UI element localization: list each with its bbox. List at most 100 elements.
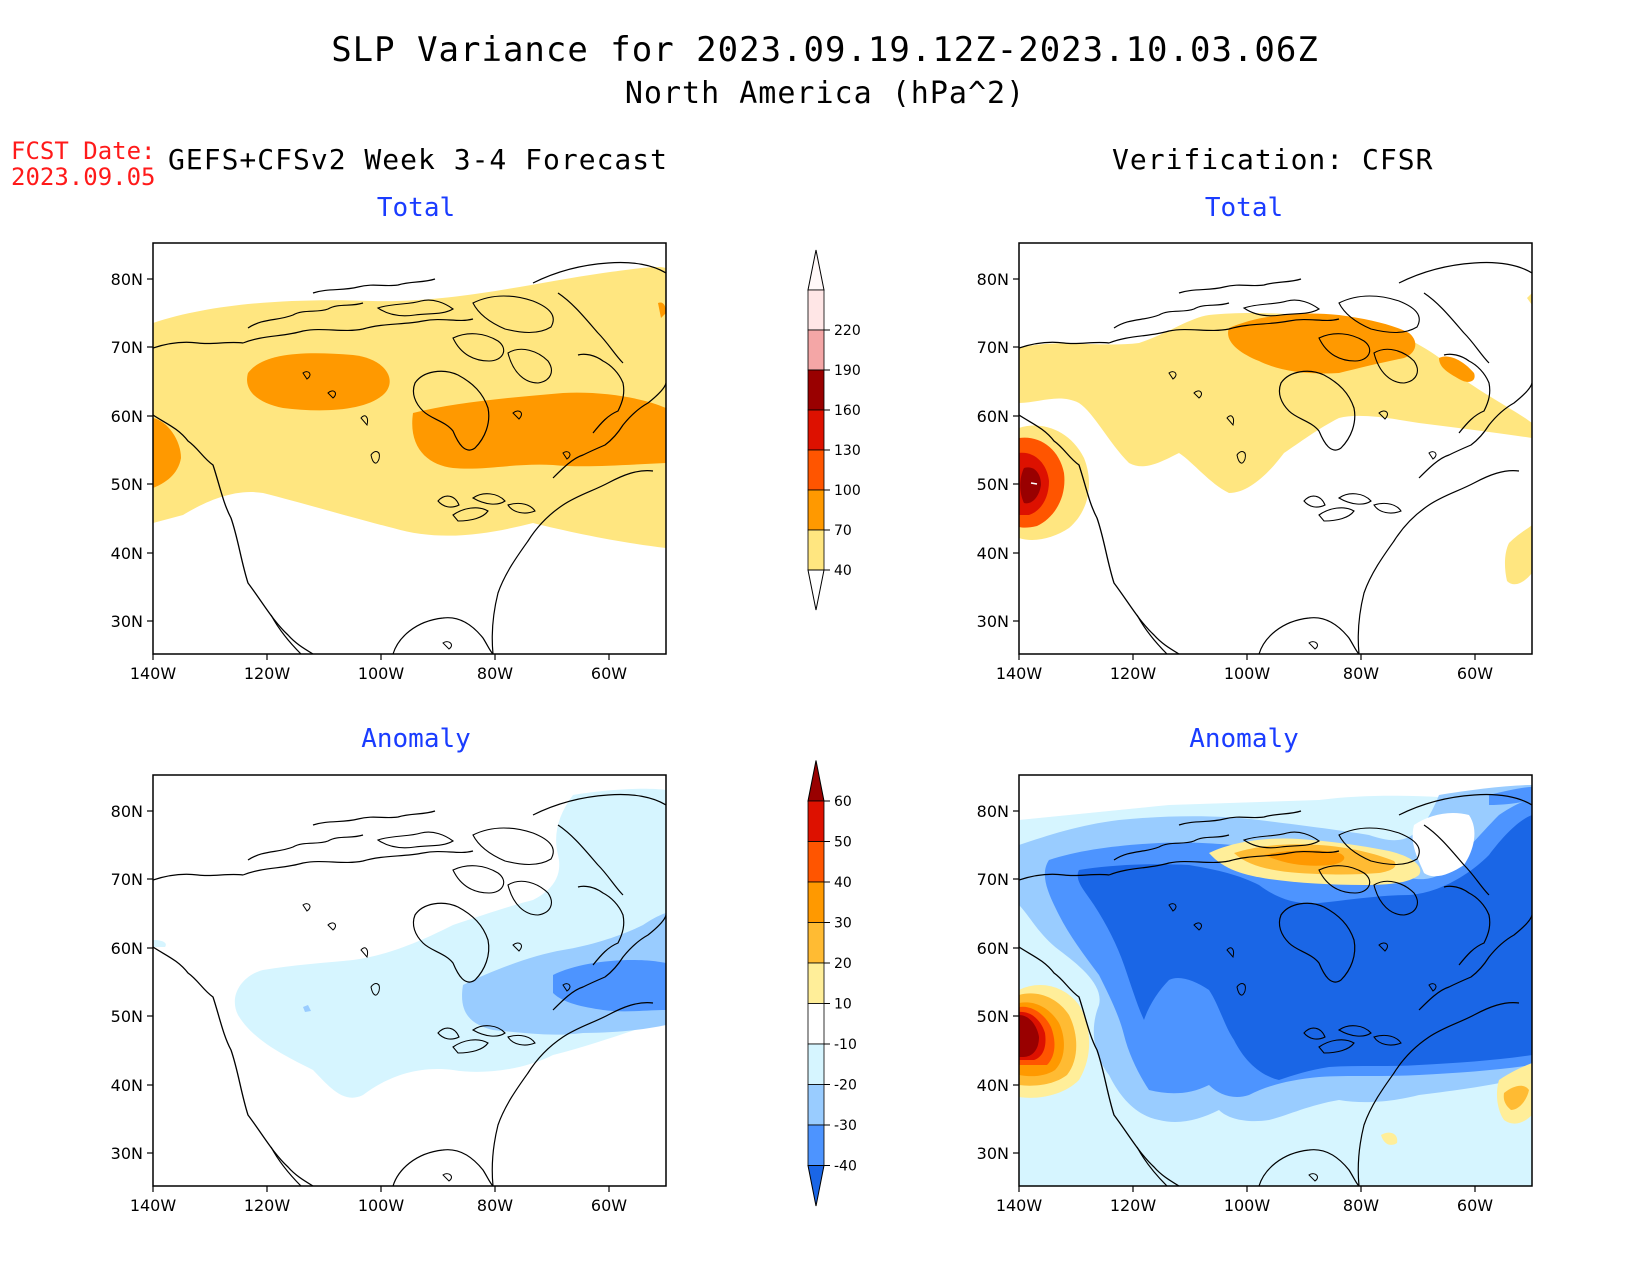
lat-tick-label: 70N bbox=[111, 338, 143, 357]
colorbar-level-label: 20 bbox=[834, 956, 852, 972]
panel-title-verification-total: Total bbox=[1204, 193, 1284, 223]
lat-tick-label: 40N bbox=[111, 1076, 143, 1095]
fcst-date-value: 2023.09.05 bbox=[11, 163, 156, 191]
verification-total-frame bbox=[1018, 242, 1533, 655]
lon-tick-label: 80W bbox=[1343, 664, 1379, 683]
panel-title-forecast-total: Total bbox=[376, 193, 456, 223]
colorbar-level-label: 40 bbox=[834, 875, 852, 891]
lat-tick-label: 30N bbox=[111, 612, 143, 631]
colorbar-lower-triangle bbox=[807, 569, 825, 611]
lat-tick-label: 70N bbox=[111, 870, 143, 889]
colorbar-segment bbox=[807, 409, 825, 451]
colorbar-segment bbox=[807, 841, 825, 883]
colorbar-level-label: 160 bbox=[834, 403, 861, 419]
main-subtitle: North America (hPa^2) bbox=[624, 76, 1026, 111]
colorbar-segment bbox=[807, 289, 825, 331]
colorbar-level-label: 30 bbox=[834, 916, 852, 932]
colorbar-level-label: 100 bbox=[834, 483, 861, 499]
verification-anomaly-map bbox=[1019, 775, 1532, 1186]
lat-tick-label: 50N bbox=[977, 1007, 1009, 1026]
lat-tick-label: 30N bbox=[111, 1144, 143, 1163]
colorbar-level-label: 10 bbox=[834, 997, 852, 1013]
colorbar-segment bbox=[807, 881, 825, 923]
lat-tick-label: 60N bbox=[111, 939, 143, 958]
lon-tick-label: 60W bbox=[1457, 664, 1493, 683]
lon-tick-label: 100W bbox=[1224, 1196, 1271, 1215]
lon-tick-label: 120W bbox=[244, 664, 291, 683]
colorbar-level-label: 190 bbox=[834, 363, 861, 379]
lat-tick-label: 70N bbox=[977, 338, 1009, 357]
lat-tick-label: 80N bbox=[111, 270, 143, 289]
lon-tick-label: 140W bbox=[130, 664, 177, 683]
lat-tick-label: 50N bbox=[111, 475, 143, 494]
main-title: SLP Variance for 2023.09.19.12Z-2023.10.… bbox=[331, 30, 1319, 70]
lat-tick-label: 80N bbox=[111, 802, 143, 821]
colorbar-level-label: -30 bbox=[834, 1118, 857, 1134]
colorbar-upper-triangle bbox=[807, 760, 825, 802]
lon-tick-label: 80W bbox=[477, 1196, 513, 1215]
lat-tick-label: 80N bbox=[977, 802, 1009, 821]
colorbar-lower-triangle bbox=[807, 1165, 825, 1207]
lat-tick-label: 80N bbox=[977, 270, 1009, 289]
colorbar-segment bbox=[807, 329, 825, 371]
lon-tick-label: 120W bbox=[1110, 664, 1157, 683]
colorbar-segment bbox=[807, 800, 825, 842]
lat-tick-label: 30N bbox=[977, 1144, 1009, 1163]
colorbar-level-label: -40 bbox=[834, 1159, 857, 1175]
lon-tick-label: 80W bbox=[477, 664, 513, 683]
lon-tick-label: 140W bbox=[130, 1196, 177, 1215]
lat-tick-label: 50N bbox=[977, 475, 1009, 494]
forecast-total-map bbox=[153, 243, 666, 654]
colorbar-segment bbox=[807, 1043, 825, 1085]
lat-tick-label: 40N bbox=[977, 1076, 1009, 1095]
lon-tick-label: 60W bbox=[1457, 1196, 1493, 1215]
forecast-total-frame bbox=[152, 242, 667, 655]
lat-tick-label: 30N bbox=[977, 612, 1009, 631]
verification-heading: Verification: CFSR bbox=[1112, 143, 1434, 176]
lon-tick-label: 140W bbox=[996, 664, 1043, 683]
lon-tick-label: 60W bbox=[591, 664, 627, 683]
colorbar-segment bbox=[807, 962, 825, 1004]
lon-tick-label: 140W bbox=[996, 1196, 1043, 1215]
verification-total-map bbox=[1019, 243, 1532, 654]
lon-tick-label: 80W bbox=[1343, 1196, 1379, 1215]
colorbar-level-label: -20 bbox=[834, 1078, 857, 1094]
colorbar-segment bbox=[807, 1084, 825, 1126]
fcst-date: FCST Date: 2023.09.05 bbox=[11, 138, 156, 190]
lat-tick-label: 40N bbox=[977, 544, 1009, 563]
colorbar-segment bbox=[807, 529, 825, 571]
lon-tick-label: 120W bbox=[1110, 1196, 1157, 1215]
panel-title-forecast-anomaly: Anomaly bbox=[361, 724, 471, 754]
verification-anomaly-frame bbox=[1018, 774, 1533, 1187]
lon-tick-label: 100W bbox=[1224, 664, 1271, 683]
forecast-anomaly-frame bbox=[152, 774, 667, 1187]
colorbar-segment bbox=[807, 489, 825, 531]
forecast-anomaly-map bbox=[153, 775, 666, 1186]
colorbar-segment bbox=[807, 1003, 825, 1045]
lon-tick-label: 100W bbox=[358, 664, 405, 683]
lat-tick-label: 40N bbox=[111, 544, 143, 563]
colorbar-level-label: 50 bbox=[834, 835, 852, 851]
colorbar-segment bbox=[807, 449, 825, 491]
lon-tick-label: 100W bbox=[358, 1196, 405, 1215]
forecast-heading: GEFS+CFSv2 Week 3-4 Forecast bbox=[168, 143, 669, 176]
fcst-date-label: FCST Date: bbox=[11, 137, 156, 165]
lon-tick-label: 60W bbox=[591, 1196, 627, 1215]
colorbar-level-label: 40 bbox=[834, 563, 852, 579]
colorbar-total: 220 190 160 130 100 70 40 bbox=[807, 249, 861, 611]
panel-title-verification-anomaly: Anomaly bbox=[1189, 724, 1299, 754]
lat-tick-label: 70N bbox=[977, 870, 1009, 889]
colorbar-level-label: 60 bbox=[834, 794, 852, 810]
colorbar-anomaly: 60 50 40 30 20 10 -10 -20 -30 -40 bbox=[807, 760, 857, 1207]
colorbar-segment bbox=[807, 369, 825, 411]
lat-tick-label: 60N bbox=[977, 407, 1009, 426]
lat-tick-label: 50N bbox=[111, 1007, 143, 1026]
lon-tick-label: 120W bbox=[244, 1196, 291, 1215]
axes-layer: 80N 70N 60N 50N 40N 30N 140W 120W 100W 80W 60W 80N 7… bbox=[111, 270, 1494, 1215]
colorbar-upper-triangle bbox=[807, 249, 825, 291]
lat-tick-label: 60N bbox=[977, 939, 1009, 958]
colorbar-segment bbox=[807, 1124, 825, 1166]
colorbar-segment bbox=[807, 922, 825, 964]
lat-tick-label: 60N bbox=[111, 407, 143, 426]
